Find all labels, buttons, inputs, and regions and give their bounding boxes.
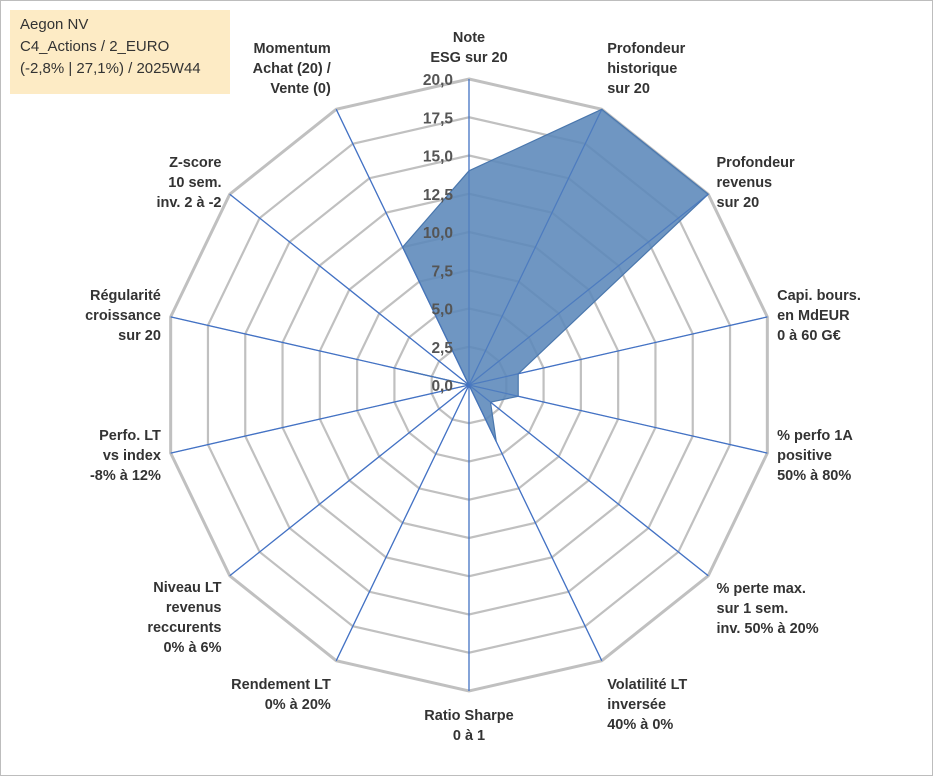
tick-label: 17,5 [423, 110, 454, 127]
axis-label: sur 20 [118, 328, 161, 344]
axis-label: sur 20 [717, 195, 760, 211]
axis-label: 50% à 80% [777, 468, 851, 484]
category-label: C4_Actions / 2_EURO [20, 38, 170, 55]
axis-spoke-overlay [335, 109, 470, 386]
axis-label: Profondeur [607, 41, 685, 57]
axis-label: historique [607, 61, 677, 77]
tick-label: 7,5 [431, 263, 453, 280]
tick-label: 2,5 [431, 340, 453, 357]
axis-label: inv. 50% à 20% [717, 621, 819, 637]
axis-label: Perfo. LT [99, 428, 161, 444]
axis-label: 40% à 0% [607, 717, 673, 733]
axis-label: revenus [166, 600, 222, 616]
axis-label: 0% à 20% [265, 697, 331, 713]
tick-label: 20,0 [423, 72, 453, 89]
axis-label: Volatilité LT [607, 677, 687, 693]
axis-label: Régularité [90, 288, 161, 304]
axis-label: Note [453, 30, 485, 46]
axis-label: Achat (20) / [253, 61, 331, 77]
axis-label: Capi. bours. [777, 288, 861, 304]
axis-label: en MdEUR [777, 308, 850, 324]
axis-label: revenus [717, 175, 773, 191]
axis-label: 0 à 1 [453, 728, 485, 744]
info-box: Aegon NV C4_Actions / 2_EURO (-2,8% | 27… [10, 10, 230, 94]
axis-spoke-overlay [229, 384, 470, 577]
company-name: Aegon NV [20, 16, 89, 33]
axis-spoke-overlay [468, 384, 768, 454]
axis-label: -8% à 12% [90, 468, 161, 484]
axis-label: Momentum [253, 41, 330, 57]
tick-label: 5,0 [431, 302, 453, 319]
axis-label: % perfo 1A [777, 428, 853, 444]
axis-spoke-overlay [468, 193, 709, 386]
axis-label: 0% à 6% [163, 640, 221, 656]
axis-label: reccurents [147, 620, 221, 636]
axis-spoke-overlay [170, 384, 470, 454]
tick-label: 15,0 [423, 149, 453, 166]
axis-label: Z-score [169, 155, 221, 171]
axis-spoke-overlay [229, 193, 470, 386]
axis-label: ESG sur 20 [430, 50, 507, 66]
axis-spoke-overlay [468, 384, 603, 661]
axis-spoke-overlay [468, 316, 768, 386]
axis-label: vs index [103, 448, 161, 464]
axis-label: % perte max. [717, 581, 806, 597]
tick-label: 0,0 [431, 378, 453, 395]
axis-label: Vente (0) [270, 81, 331, 97]
axis-label: Profondeur [717, 155, 795, 171]
axis-label: Niveau LT [153, 580, 221, 596]
axis-spoke-overlay [468, 109, 603, 386]
axis-label: positive [777, 448, 832, 464]
axis-spoke-overlay [468, 384, 709, 577]
performance-period: (-2,8% | 27,1%) / 2025W44 [20, 60, 201, 77]
axis-label: sur 1 sem. [717, 601, 789, 617]
axis-label: Ratio Sharpe [424, 708, 513, 724]
axis-label: sur 20 [607, 81, 650, 97]
axis-label: croissance [85, 308, 161, 324]
tick-label: 12,5 [423, 187, 454, 204]
axis-label: Rendement LT [231, 677, 331, 693]
axis-label: inv. 2 à -2 [156, 195, 221, 211]
tick-label: 10,0 [423, 225, 453, 242]
axis-label: 0 à 60 G€ [777, 328, 841, 344]
axis-spoke-overlay [170, 316, 470, 386]
axis-label: 10 sem. [168, 175, 221, 191]
axis-spoke-overlay [335, 384, 470, 661]
axis-label: inversée [607, 697, 666, 713]
